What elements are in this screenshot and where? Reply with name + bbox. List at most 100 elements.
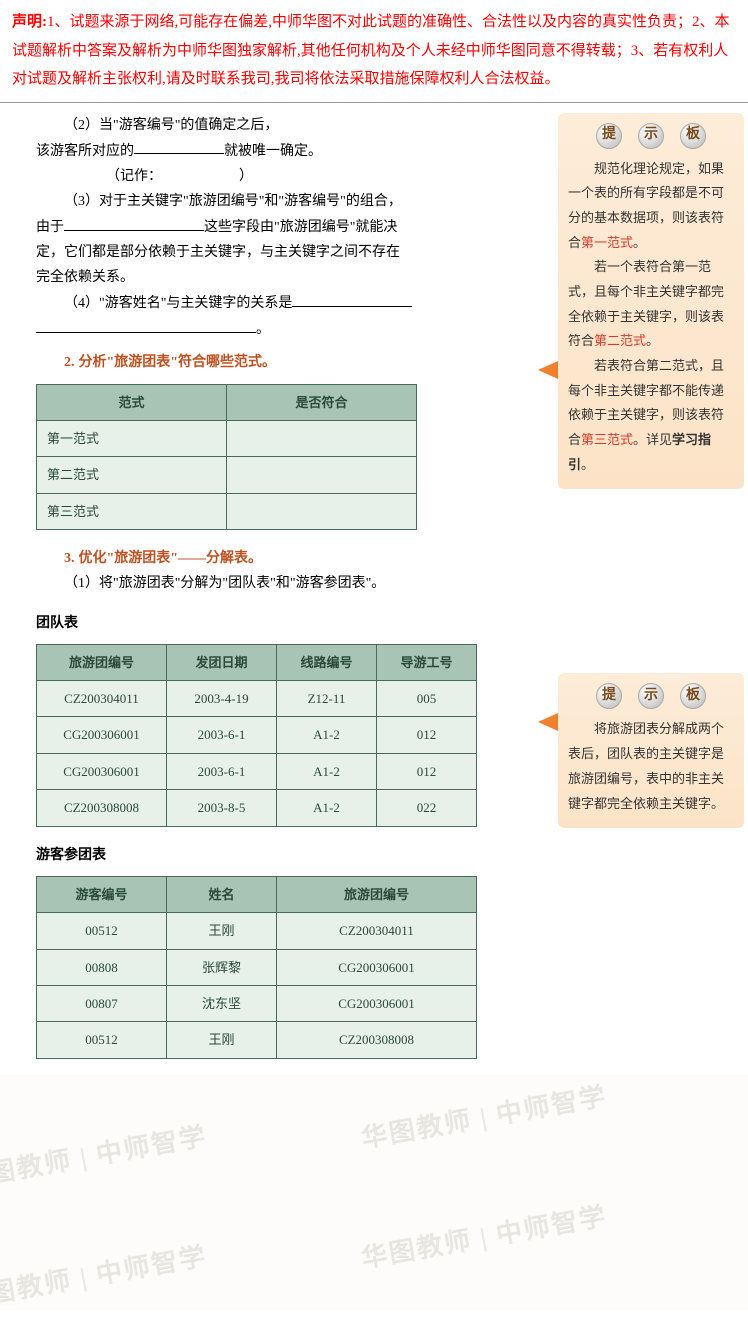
q3-line4: 完全依赖关系。 [36, 265, 544, 290]
table-header: 范式 [37, 384, 227, 420]
table-cell: 王刚 [167, 1022, 277, 1058]
table-cell: Z12-11 [277, 681, 377, 717]
norm-form-table: 范式是否符合第一范式第二范式第三范式 [36, 384, 417, 531]
table-header: 姓名 [167, 876, 277, 912]
tip-box-2: 提 示 板 将旅游团表分解成两个表后，团队表的主关键字是旅游团编号，表中的非主关… [558, 673, 744, 828]
tip1-p3: 若表符合第二范式，且每个非主关键字都不能传递依赖于主关键字，则该表符合第三范式。… [568, 354, 734, 477]
tip-char: 板 [680, 683, 706, 709]
table-cell: CG200306001 [277, 949, 477, 985]
table-cell [227, 457, 417, 493]
q2-line3: （记作： ） [36, 164, 544, 189]
watermark-text: 华图教师 | 中师智学 [0, 1114, 211, 1203]
table-cell: 沈东坚 [167, 986, 277, 1022]
right-column: 提 示 板 规范化理论规定，如果一个表的所有字段都是不可分的基本数据项，则该表符… [558, 113, 748, 1075]
tourist-table-caption: 游客参团表 [36, 843, 544, 868]
table-cell: CG200306001 [37, 717, 167, 753]
watermark-text: 华图教师 | 中师智学 [0, 1234, 211, 1310]
table-header: 线路编号 [277, 644, 377, 680]
blank-field[interactable] [36, 316, 256, 333]
watermark-area: 华图教师 | 中师智学 华图教师 | 中师智学 华图教师 | 中师智学 华图教师… [0, 1075, 748, 1310]
table-header: 旅游团编号 [277, 876, 477, 912]
tourist-table: 游客编号姓名旅游团编号00512王刚CZ20030401100808张辉黎CG2… [36, 876, 477, 1059]
table-cell: CZ200304011 [277, 913, 477, 949]
tip-box-1: 提 示 板 规范化理论规定，如果一个表的所有字段都是不可分的基本数据项，则该表符… [558, 113, 744, 490]
blank-field[interactable] [134, 138, 224, 155]
table-row: 第二范式 [37, 457, 417, 493]
team-table-caption: 团队表 [36, 611, 544, 636]
table-row: 第三范式 [37, 493, 417, 529]
table-header: 旅游团编号 [37, 644, 167, 680]
table-row: CZ2003040112003-4-19Z12-11005 [37, 681, 477, 717]
q2-line2: 该游客所对应的就被唯一确定。 [36, 138, 544, 164]
table-cell: CZ200308008 [277, 1022, 477, 1058]
q3-line2: 由于这些字段由"旅游团编号"就能决 [36, 214, 544, 240]
table-header: 导游工号 [377, 644, 477, 680]
table-cell: 第一范式 [37, 420, 227, 456]
q4-line2: 。 [36, 316, 544, 342]
table-cell: 第二范式 [37, 457, 227, 493]
table-cell: 2003-4-19 [167, 681, 277, 717]
watermark-text: 华图教师 | 中师智学 [358, 1194, 611, 1283]
table-row: 00807沈东坚CG200306001 [37, 986, 477, 1022]
arrow-icon [538, 713, 558, 731]
tip2-p1: 将旅游团表分解成两个表后，团队表的主关键字是旅游团编号，表中的非主关键字都完全依… [568, 717, 734, 816]
tip-char: 示 [638, 683, 664, 709]
tip-header: 提 示 板 [568, 123, 734, 149]
table-cell: 022 [377, 790, 477, 826]
table-header: 游客编号 [37, 876, 167, 912]
q4-line1: （4）"游客姓名"与主关键字的关系是 [36, 290, 544, 316]
section3-sub1: （1）将"旅游团表"分解为"团队表"和"游客参团表"。 [36, 571, 544, 596]
table-cell: 00512 [37, 1022, 167, 1058]
table-cell: 王刚 [167, 913, 277, 949]
table-cell: A1-2 [277, 790, 377, 826]
team-table: 旅游团编号发团日期线路编号导游工号CZ2003040112003-4-19Z12… [36, 644, 477, 827]
tip1-p2: 若一个表符合第一范式，且每个非主关键字都完全依赖于主关键字，则该表符合第二范式。 [568, 255, 734, 354]
left-column: （2）当"游客编号"的值确定之后， 该游客所对应的就被唯一确定。 （记作： ） … [0, 113, 558, 1075]
table-cell: A1-2 [277, 753, 377, 789]
table-row: 00808张辉黎CG200306001 [37, 949, 477, 985]
tip-char: 提 [596, 683, 622, 709]
main-content: （2）当"游客编号"的值确定之后， 该游客所对应的就被唯一确定。 （记作： ） … [0, 103, 748, 1075]
table-cell: 00808 [37, 949, 167, 985]
table-row: 00512王刚CZ200304011 [37, 913, 477, 949]
table-cell [227, 493, 417, 529]
table-cell: CZ200308008 [37, 790, 167, 826]
table-cell: 012 [377, 717, 477, 753]
table-row: 00512王刚CZ200308008 [37, 1022, 477, 1058]
disclaimer-text: 1、试题来源于网络,可能存在偏差,中师华图不对此试题的准确性、合法性以及内容的真… [12, 14, 730, 87]
table-cell: CG200306001 [37, 753, 167, 789]
table-cell: 012 [377, 753, 477, 789]
disclaimer-block: 声明:1、试题来源于网络,可能存在偏差,中师华图不对此试题的准确性、合法性以及内… [0, 0, 748, 103]
q3-line3: 定，它们都是部分依赖于主关键字，与主关键字之间不存在 [36, 240, 544, 265]
q2-line1: （2）当"游客编号"的值确定之后， [36, 113, 544, 138]
table-cell: 005 [377, 681, 477, 717]
table-cell: 第三范式 [37, 493, 227, 529]
table-cell: 2003-6-1 [167, 717, 277, 753]
table-row: CG2003060012003-6-1A1-2012 [37, 717, 477, 753]
table-cell: 张辉黎 [167, 949, 277, 985]
table-cell: 00512 [37, 913, 167, 949]
table-row: CG2003060012003-6-1A1-2012 [37, 753, 477, 789]
q3-line1: （3）对于主关键字"旅游团编号"和"游客编号"的组合， [36, 189, 544, 214]
table-cell [227, 420, 417, 456]
table-cell: 2003-8-5 [167, 790, 277, 826]
watermark-text: 华图教师 | 中师智学 [358, 1075, 611, 1163]
section3-heading: 3.优化"旅游团表"——分解表。 [36, 546, 544, 571]
tip-char: 板 [680, 123, 706, 149]
table-row: 第一范式 [37, 420, 417, 456]
tip-char: 提 [596, 123, 622, 149]
section2-heading: 2.分析"旅游团表"符合哪些范式。 [36, 350, 544, 375]
table-header: 是否符合 [227, 384, 417, 420]
disclaimer-label: 声明: [12, 14, 47, 30]
blank-field[interactable] [64, 214, 204, 231]
table-cell: CG200306001 [277, 986, 477, 1022]
tip-header: 提 示 板 [568, 683, 734, 709]
tip-char: 示 [638, 123, 664, 149]
table-cell: A1-2 [277, 717, 377, 753]
table-cell: 00807 [37, 986, 167, 1022]
table-row: CZ2003080082003-8-5A1-2022 [37, 790, 477, 826]
blank-field[interactable] [292, 290, 412, 307]
arrow-icon [538, 361, 558, 379]
table-header: 发团日期 [167, 644, 277, 680]
table-cell: CZ200304011 [37, 681, 167, 717]
